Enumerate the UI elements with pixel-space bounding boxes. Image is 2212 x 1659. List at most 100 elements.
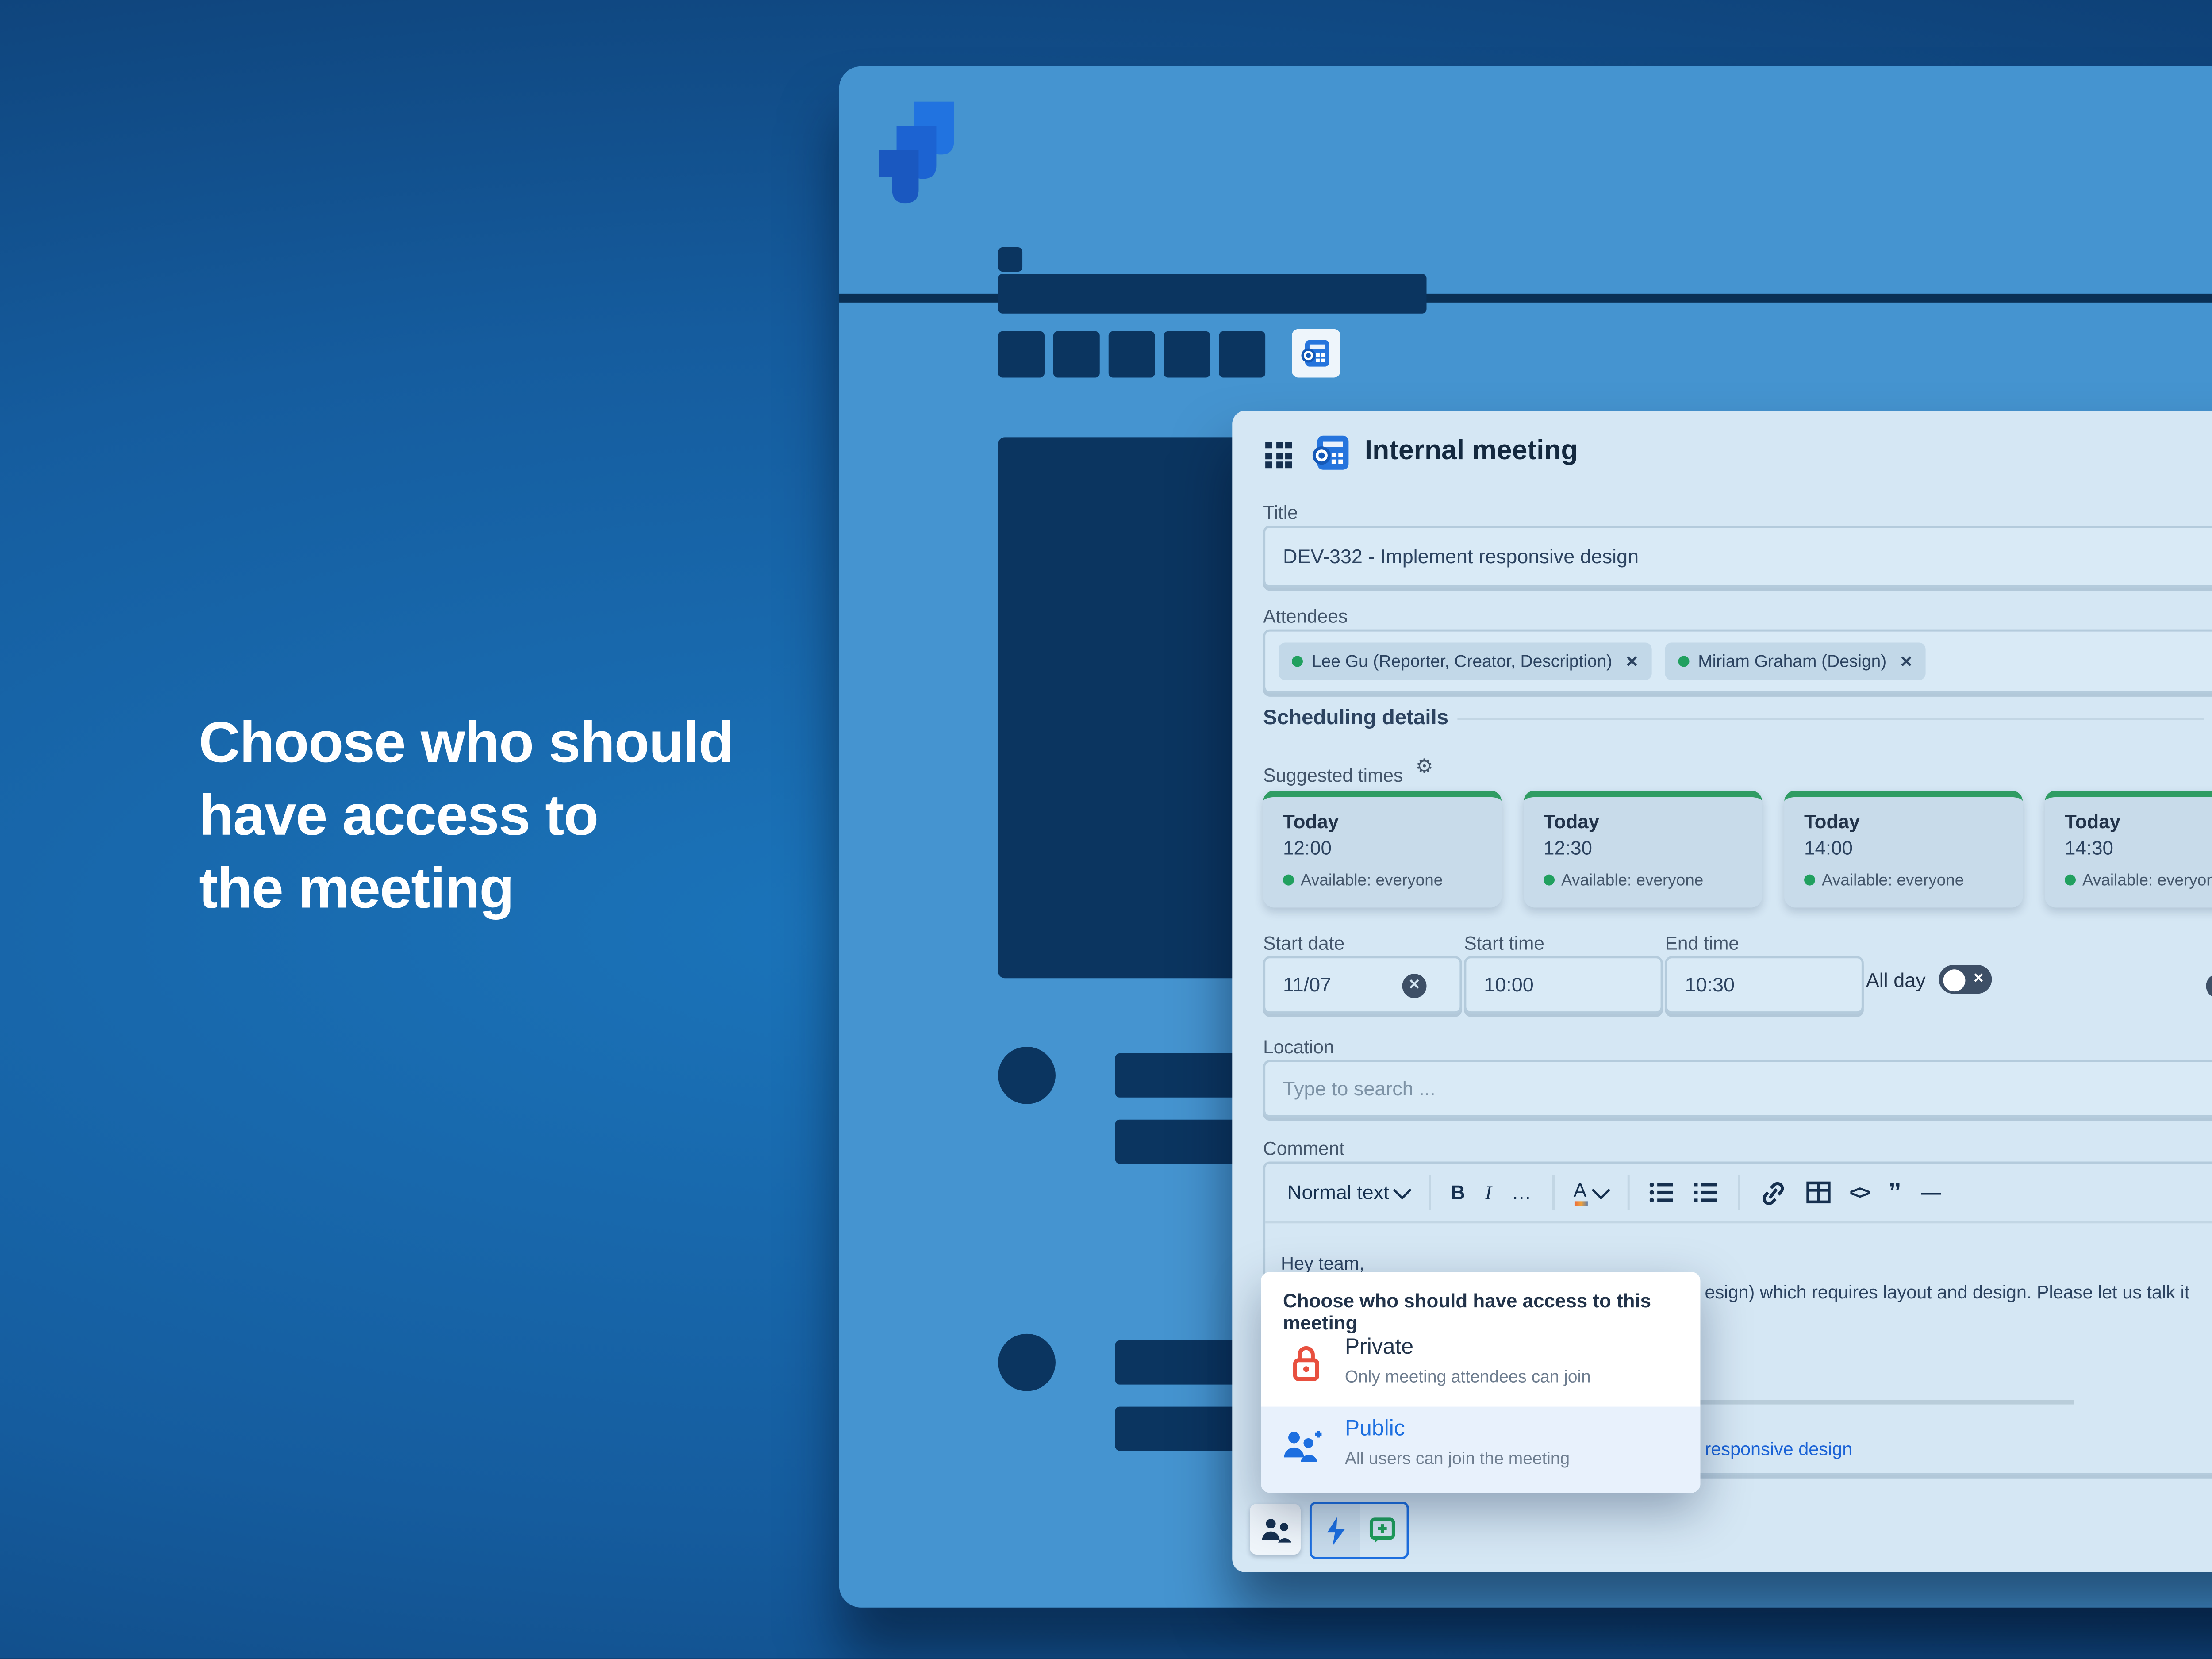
text-color-dropdown[interactable]: A: [1573, 1179, 1609, 1206]
title-label: Title: [1263, 501, 1298, 523]
placeholder-block: [998, 331, 1045, 378]
bolt-icon: [1326, 1516, 1344, 1545]
clear-time-icon[interactable]: ✕: [2206, 972, 2212, 997]
placeholder-avatar: [998, 1333, 1056, 1391]
comment-label: Comment: [1263, 1137, 1345, 1160]
editor-toolbar: Normal text B I … A <> ” —: [1265, 1164, 2212, 1224]
gear-icon[interactable]: ⚙: [1415, 755, 1433, 778]
chevron-down-icon: [1590, 1179, 1609, 1199]
availability-dot: [1544, 874, 1555, 886]
meeting-dialog: Internal meeting ✎ Templates ✕ Title DEV…: [1232, 411, 2212, 1572]
location-input[interactable]: Type to search ... ✓ Teams meeting: [1263, 1060, 2212, 1118]
chevron-down-icon: [1393, 1179, 1412, 1199]
start-date-value: 11/07: [1283, 974, 1332, 996]
location-label: Location: [1263, 1036, 1334, 1058]
more-formatting-icon[interactable]: …: [1511, 1181, 1532, 1204]
card-day: Today: [1544, 810, 1600, 833]
people-add-icon: [1284, 1431, 1322, 1462]
dialog-title: Internal meeting: [1364, 435, 1578, 466]
suggested-time-card[interactable]: Today 14:30 Available: everyone: [2045, 790, 2212, 908]
app-grid-icon[interactable]: [1265, 442, 1292, 469]
attendee-name: Miriam Graham (Design): [1698, 651, 1887, 672]
comment-link[interactable]: responsive design: [1705, 1437, 1853, 1460]
option-description: Only meeting attendees can join: [1344, 1367, 1591, 1387]
attendees-input[interactable]: Lee Gu (Reporter, Creator, Description) …: [1263, 629, 2212, 694]
comment-plus-icon: [1370, 1517, 1396, 1544]
attendee-chip[interactable]: Miriam Graham (Design) ✕: [1665, 642, 1926, 680]
all-day-toggle[interactable]: ✕: [1939, 965, 1992, 994]
attendee-name: Lee Gu (Reporter, Creator, Description): [1311, 651, 1613, 672]
availability-dot: [2065, 874, 2076, 886]
hero-line: Choose who should: [199, 709, 733, 776]
placeholder-avatar: [998, 1046, 1056, 1104]
end-time-input[interactable]: 10:30 ✕: [1665, 956, 2212, 1014]
code-icon[interactable]: <>: [1849, 1181, 1870, 1204]
bullet-list-icon[interactable]: [1648, 1181, 1673, 1203]
all-day-label: All day: [1866, 969, 1926, 992]
link-icon[interactable]: [1759, 1180, 1786, 1205]
placeholder-block: [1164, 331, 1210, 378]
clear-date-icon[interactable]: ✕: [1402, 972, 1427, 997]
scheduling-details-label: Scheduling details: [1263, 707, 1449, 731]
option-label: Private: [1344, 1336, 1414, 1360]
availability-dot: [1283, 874, 1294, 886]
hero-line: have access to: [199, 781, 599, 848]
title-input[interactable]: DEV-332 - Implement responsive design: [1263, 525, 2212, 588]
placeholder-block: [1219, 331, 1266, 378]
italic-button[interactable]: I: [1485, 1181, 1492, 1204]
card-availability: Available: everyone: [1821, 870, 1964, 890]
card-day: Today: [1804, 810, 1860, 833]
quote-icon[interactable]: ”: [1888, 1177, 1901, 1208]
card-availability: Available: everyone: [2082, 870, 2212, 890]
access-popup-title: Choose who should have access to this me…: [1283, 1290, 1651, 1334]
placeholder-block: [1108, 331, 1155, 378]
start-time-value: 10:00: [1484, 974, 1534, 996]
option-label: Public: [1344, 1417, 1405, 1442]
group-icon: [1261, 1517, 1290, 1542]
suggested-time-card[interactable]: Today 12:00 Available: everyone: [1263, 790, 1502, 908]
chip-remove-icon[interactable]: ✕: [1900, 654, 1913, 670]
start-date-input[interactable]: 11/07 ✕: [1263, 956, 1462, 1014]
location-placeholder: Type to search ...: [1283, 1077, 1436, 1100]
comment-add-button[interactable]: [1359, 1504, 1406, 1557]
card-day: Today: [1283, 810, 1339, 833]
placeholder-block: [998, 247, 1023, 272]
card-time: 14:00: [1804, 837, 1853, 859]
divider-icon[interactable]: —: [1921, 1181, 1941, 1204]
start-time-input[interactable]: 10:00 ✕: [1464, 956, 1828, 1014]
availability-dot: [1678, 656, 1690, 667]
placeholder-block: [1053, 331, 1100, 378]
start-time-label: Start time: [1464, 932, 1544, 954]
section-divider: [1457, 718, 2204, 720]
end-time-label: End time: [1665, 932, 1740, 954]
end-time-value: 10:30: [1685, 974, 1735, 996]
access-popup: Choose who should have access to this me…: [1261, 1272, 1701, 1493]
outlook-calendar-icon: [1312, 435, 1349, 470]
paragraph-style-dropdown[interactable]: Normal text: [1287, 1179, 1412, 1203]
suggested-times-label: Suggested times: [1263, 764, 1403, 786]
placeholder-block: [998, 273, 1427, 314]
comment-text: esign) which requires layout and design.…: [1705, 1281, 2190, 1303]
apps-quick-group: [1309, 1502, 1409, 1559]
suggested-time-card[interactable]: Today 12:30 Available: everyone: [1524, 790, 1763, 908]
jira-logo-icon: [879, 101, 954, 204]
access-option-public[interactable]: Public All users can join the meeting: [1261, 1406, 1701, 1493]
chip-remove-icon[interactable]: ✕: [1625, 654, 1639, 670]
access-option-private[interactable]: Private Only meeting attendees can join: [1261, 1325, 1700, 1407]
start-date-label: Start date: [1263, 932, 1345, 954]
automation-button[interactable]: [1311, 1504, 1359, 1557]
card-day: Today: [2065, 810, 2121, 833]
numbered-list-icon[interactable]: [1693, 1181, 1717, 1203]
attendees-label: Attendees: [1263, 605, 1348, 627]
table-icon[interactable]: [1805, 1181, 1830, 1204]
bold-button[interactable]: B: [1451, 1181, 1465, 1204]
card-availability: Available: everyone: [1300, 870, 1443, 890]
suggested-time-card[interactable]: Today 14:00 Available: everyone: [1784, 790, 2023, 908]
comment-text: Hey team,: [1281, 1252, 1364, 1275]
attendee-chip[interactable]: Lee Gu (Reporter, Creator, Description) …: [1279, 642, 1652, 680]
card-time: 14:30: [2065, 837, 2113, 859]
attendees-quick-button[interactable]: [1250, 1504, 1301, 1555]
meeting-button[interactable]: [1292, 329, 1340, 378]
option-description: All users can join the meeting: [1344, 1448, 1570, 1469]
